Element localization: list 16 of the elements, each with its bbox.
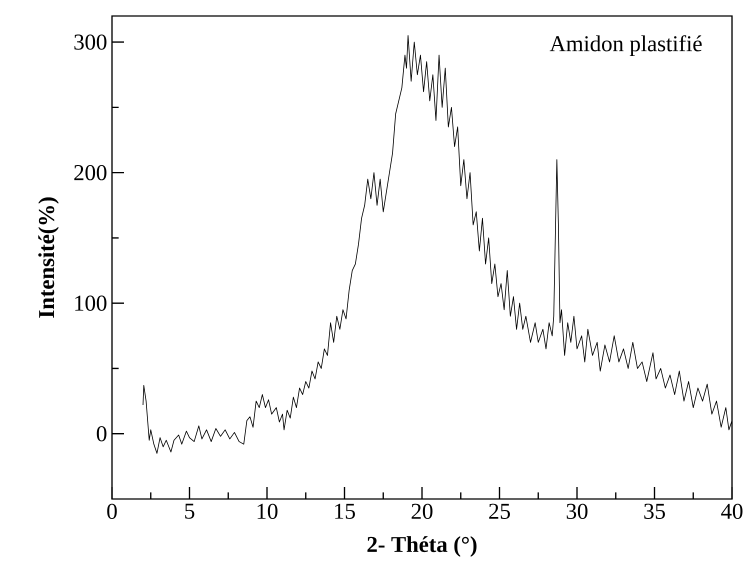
x-axis-title: 2- Théta (°) [367,536,476,557]
x-tick-label: 15 [335,504,355,519]
x-tick-label: 25 [489,504,510,519]
x-tick-label: 0 [107,504,117,520]
x-tick-label: 10 [258,504,278,520]
y-tick-label: 100 [75,296,106,311]
y-tick-label: 300 [74,34,106,50]
y-tick-label: 200 [74,164,106,180]
y-tick-label: 0 [96,426,106,442]
x-tick-label: 40 [721,504,742,520]
annotation: Amidon plastifié [550,35,702,56]
y-axis-title: Intensité(%) [38,197,59,318]
x-tick-label: 30 [566,504,588,520]
x-tick-label: 20 [412,504,432,520]
x-tick-label: 35 [644,504,665,519]
x-tick-label: 5 [185,504,194,519]
